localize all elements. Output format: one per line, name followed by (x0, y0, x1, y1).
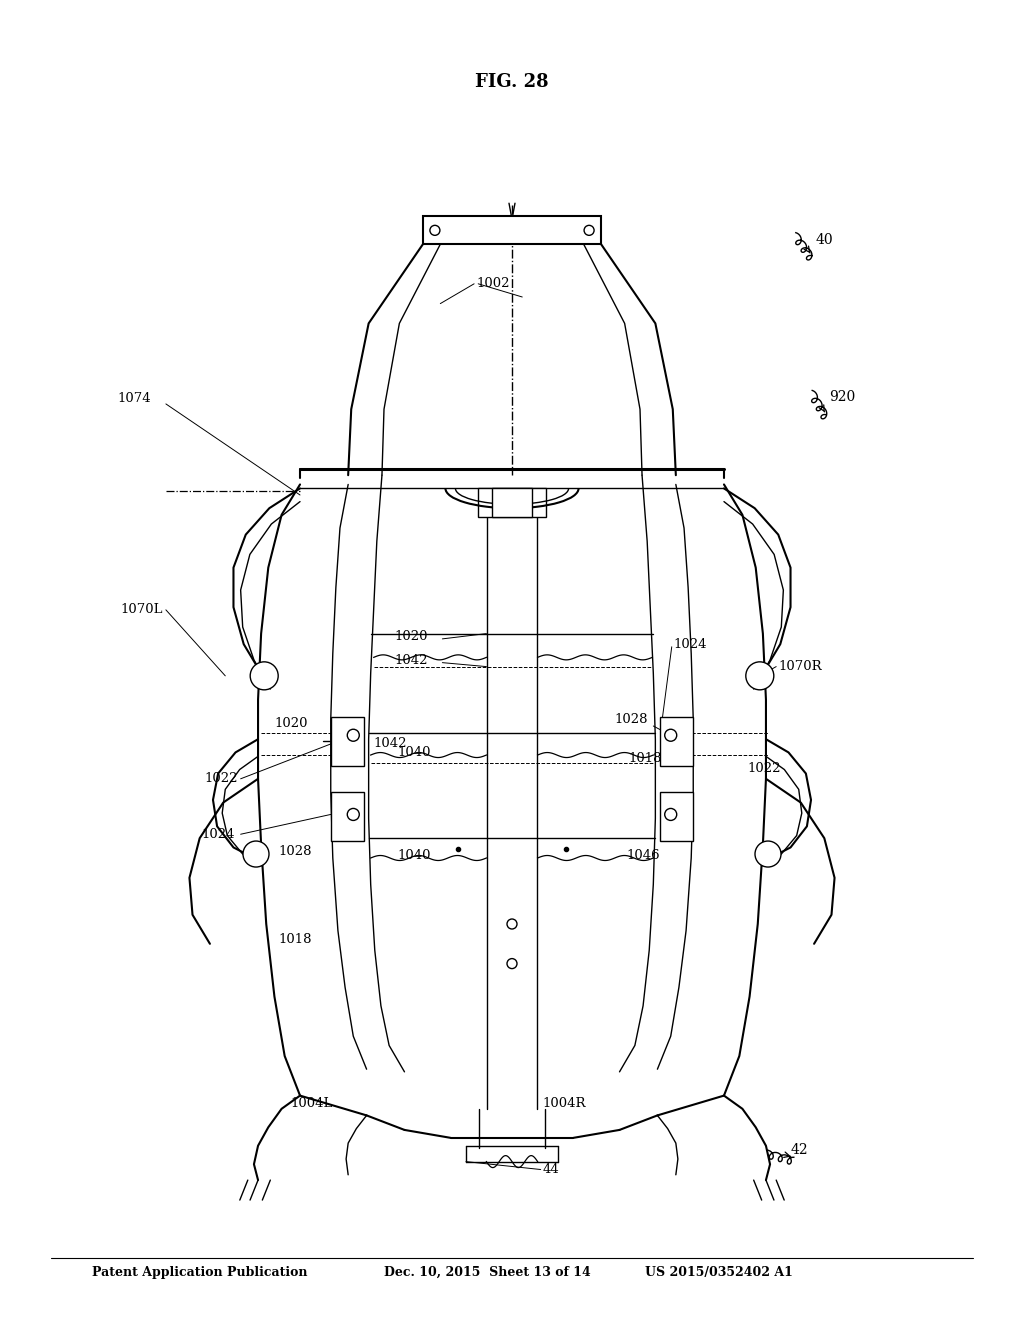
Bar (660, 717, 693, 766)
Circle shape (755, 841, 781, 867)
Text: 1018: 1018 (279, 933, 312, 946)
Circle shape (665, 808, 677, 821)
Text: 42: 42 (791, 1143, 808, 1156)
Text: 1046: 1046 (627, 849, 660, 862)
Text: 1042: 1042 (374, 737, 408, 750)
Text: 1018: 1018 (629, 752, 663, 766)
Text: 1002: 1002 (476, 277, 510, 290)
Text: FIG. 28: FIG. 28 (475, 73, 549, 91)
Circle shape (250, 661, 279, 690)
Circle shape (347, 729, 359, 742)
Text: 1004R: 1004R (543, 1097, 586, 1110)
Text: 1004L: 1004L (291, 1097, 333, 1110)
Text: 1040: 1040 (397, 849, 431, 862)
Text: 1022: 1022 (205, 772, 239, 785)
Circle shape (584, 226, 594, 235)
Text: 1042: 1042 (394, 653, 428, 667)
Text: 1070R: 1070R (778, 660, 822, 673)
Text: 1028: 1028 (279, 845, 312, 858)
Circle shape (347, 808, 359, 821)
Text: 1040: 1040 (397, 746, 431, 759)
Text: 1020: 1020 (394, 630, 428, 643)
Text: 1024: 1024 (674, 638, 708, 651)
Circle shape (243, 841, 269, 867)
Bar (331, 792, 364, 841)
Text: Patent Application Publication: Patent Application Publication (92, 1266, 307, 1279)
Circle shape (665, 729, 677, 742)
Text: 44: 44 (543, 1163, 559, 1176)
Text: 40: 40 (816, 234, 834, 247)
Text: 1074: 1074 (118, 392, 152, 405)
Circle shape (430, 226, 440, 235)
Circle shape (507, 958, 517, 969)
Text: 1022: 1022 (748, 762, 781, 775)
Text: Dec. 10, 2015  Sheet 13 of 14: Dec. 10, 2015 Sheet 13 of 14 (384, 1266, 591, 1279)
Text: 1024: 1024 (202, 828, 236, 841)
Bar (478, 488, 546, 517)
Bar (492, 488, 532, 517)
Circle shape (507, 919, 517, 929)
Text: 1020: 1020 (274, 717, 308, 730)
Text: 1028: 1028 (614, 713, 648, 726)
Text: 1070L: 1070L (121, 603, 164, 616)
Bar (423, 216, 601, 244)
Bar (331, 717, 364, 766)
Text: US 2015/0352402 A1: US 2015/0352402 A1 (645, 1266, 793, 1279)
Text: 920: 920 (829, 389, 855, 404)
Bar (660, 792, 693, 841)
Circle shape (745, 661, 774, 690)
